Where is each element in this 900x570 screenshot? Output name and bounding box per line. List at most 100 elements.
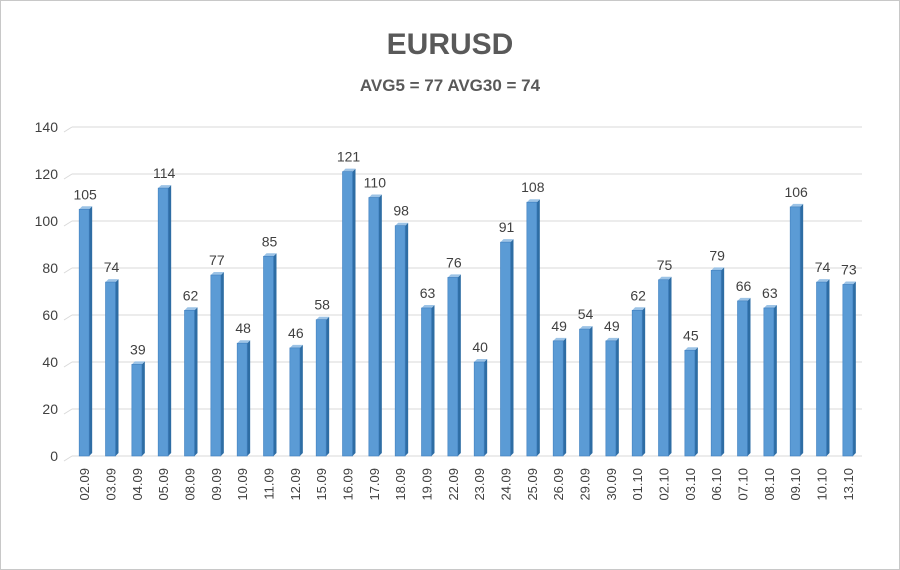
y-tick-label: 140 [35,119,59,135]
bar-side [431,304,435,456]
bar [421,307,432,457]
bar [263,255,274,457]
bar [737,300,748,457]
bar [342,171,353,457]
data-label: 121 [337,149,361,165]
data-label: 106 [784,184,808,200]
bar [105,281,116,457]
data-label: 63 [762,285,778,301]
data-label: 108 [521,179,545,195]
bar [315,319,327,457]
bar-top [316,316,330,320]
bar-side [694,347,698,456]
data-label: 48 [235,320,251,336]
x-tick-label: 06.10 [709,468,724,501]
data-label: 110 [364,175,387,191]
data-label: 91 [499,219,515,235]
data-label: 105 [73,186,97,202]
bar [816,281,827,457]
y-tick-label: 60 [42,307,58,323]
bar [605,340,617,457]
data-label: 98 [393,203,409,219]
bar-top [184,307,198,311]
x-tick-label: 17.09 [367,468,382,501]
bar-top [263,253,277,257]
bar-top [553,337,567,341]
x-tick-label: 09.10 [788,468,803,501]
bar-side [457,274,461,456]
chart-subtitle: AVG5 = 77 AVG30 = 74 [359,76,541,95]
x-tick-label: 08.09 [183,468,198,501]
y-tick-label: 0 [50,448,58,464]
x-tick-label: 30.09 [604,468,619,501]
bar-top [474,359,488,362]
x-tick-label: 12.09 [288,468,303,501]
x-tick-label: 02.09 [77,468,92,501]
data-label: 58 [314,297,330,313]
x-tick-label: 16.09 [341,468,356,501]
bar-top [131,361,145,365]
bar-top [395,222,409,226]
x-tick-label: 23.09 [472,468,487,501]
bar-side [589,326,593,456]
data-label: 76 [446,254,462,270]
y-tick-label: 40 [42,354,58,370]
data-label: 79 [709,247,725,263]
x-tick-label: 10.09 [235,468,250,501]
bar-side [247,340,251,456]
data-label: 39 [130,341,146,357]
bar-top [447,274,461,278]
bar [473,361,485,457]
x-tick-label: 22.09 [446,468,461,501]
bar-top [816,279,830,283]
x-tick-label: 19.09 [420,468,435,501]
bar [579,328,590,457]
bar-side [668,276,672,456]
bar-top [342,168,356,172]
x-tick-label: 03.09 [104,468,119,501]
bar-side [721,267,725,456]
bar-side [326,316,330,456]
data-label: 62 [630,287,646,303]
data-label: 40 [472,339,488,355]
data-label: 46 [288,325,304,341]
x-tick-label: 02.10 [657,468,672,501]
x-tick-label: 07.10 [736,468,751,501]
x-tick-label: 01.10 [630,468,645,501]
bar [552,340,564,457]
y-tick-label: 120 [35,166,59,182]
bar-side [273,253,277,456]
bar [236,342,248,457]
bar-side [510,239,514,456]
bar-top [658,276,672,280]
data-label: 45 [683,327,699,343]
x-tick-label: 24.09 [499,468,514,501]
bar-top [368,194,382,198]
gridline-depth [63,314,73,321]
x-tick-label: 04.09 [130,468,145,501]
bar-top [79,206,93,210]
x-tick-label: 25.09 [525,468,540,501]
x-tick-label: 11.09 [262,468,277,500]
bar [289,347,301,457]
bar [789,206,801,457]
bar [526,201,538,457]
data-label: 66 [736,278,752,294]
data-label: 73 [841,261,857,277]
x-tick-label: 15.09 [314,468,329,501]
bar-top [105,279,119,283]
bar [631,309,643,457]
bar-side [536,199,540,456]
bar-top [605,337,619,341]
y-tick-label: 80 [42,260,58,276]
bar [447,277,459,457]
bar-top [526,199,540,203]
bar [842,284,854,457]
bar-side [405,222,409,456]
bar-side [800,203,804,456]
y-tick-label: 20 [42,401,58,417]
gridline-depth [63,220,73,227]
bar-side [141,361,145,456]
bar [210,274,222,457]
